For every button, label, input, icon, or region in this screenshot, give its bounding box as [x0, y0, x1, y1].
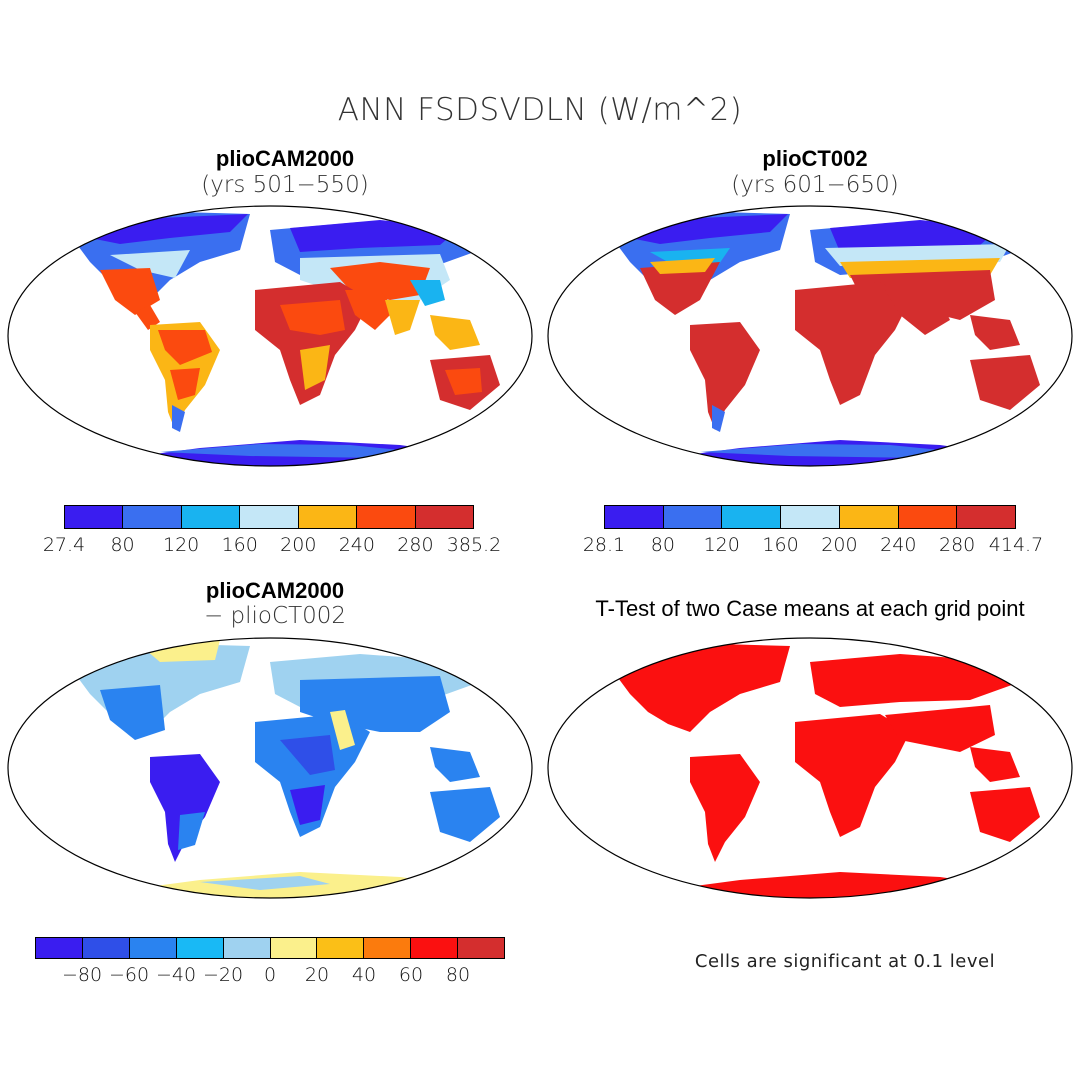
- colorbar-tick-label: 200: [821, 534, 858, 556]
- colorbar-tick-label: 80: [650, 534, 675, 556]
- colorbar-swatch: [298, 506, 358, 528]
- colorbar-swatch: [781, 506, 840, 528]
- colorbar-swatch: [65, 506, 124, 528]
- colorbar-tick-label: 80: [110, 534, 135, 556]
- colorbar-swatch: [415, 506, 473, 528]
- colorbar-tick-label: 240: [338, 534, 375, 556]
- colorbar-bottom-left: [35, 937, 505, 959]
- colorbar-tick-label: 160: [221, 534, 258, 556]
- panel-title-bottom-left: plioCAM2000: [205, 578, 345, 603]
- colorbar-tick-label: 280: [939, 534, 976, 556]
- panel-title-bottom-right: T-Test of two Case means at each grid po…: [595, 596, 1025, 621]
- colorbar-tick-label: 0: [263, 964, 277, 986]
- colorbar-tick-label: 120: [163, 534, 200, 556]
- colorbar-tick-label: 60: [398, 964, 424, 986]
- colorbar-tick-label: −80: [61, 964, 103, 986]
- colorbar-tick-label: 240: [880, 534, 917, 556]
- colorbar-swatch: [123, 506, 182, 528]
- colorbar-swatch: [270, 938, 318, 958]
- colorbar-tick-label: −20: [202, 964, 244, 986]
- colorbar-tick-label: 414.7: [988, 534, 1044, 556]
- map-bottom-left-land: [70, 640, 500, 898]
- panel-title-top-right: plioCT002: [762, 146, 868, 171]
- colorbar-top-right-labels: 28.1 80 120 160 200 240 280 414.7: [583, 534, 1043, 558]
- colorbar-tick-label: 80: [445, 964, 471, 986]
- colorbar-swatch: [181, 506, 241, 528]
- colorbar-swatch: [411, 938, 459, 958]
- colorbar-swatch: [36, 938, 83, 958]
- colorbar-swatch: [663, 506, 723, 528]
- colorbar-swatch: [364, 938, 412, 958]
- colorbar-tick-label: −40: [155, 964, 197, 986]
- colorbar-swatch: [317, 938, 365, 958]
- colorbar-swatch: [957, 506, 1016, 528]
- colorbar-swatch: [605, 506, 664, 528]
- colorbar-tick-label: 28.1: [582, 534, 626, 556]
- colorbar-swatch: [898, 506, 958, 528]
- colorbar-swatch: [240, 506, 299, 528]
- colorbar-top-left: [64, 505, 474, 529]
- colorbar-swatch: [129, 938, 177, 958]
- colorbar-bottom-left-labels: −80 −60 −40 −20 0 20 40 60 80: [35, 964, 505, 988]
- colorbar-tick-label: 280: [397, 534, 434, 556]
- colorbar-tick-label: 385.2: [446, 534, 502, 556]
- panel-subtitle-top-right: (yrs 601−650): [731, 172, 899, 198]
- panel-title-top-left: plioCAM2000: [215, 146, 355, 171]
- colorbar-swatch: [458, 938, 505, 958]
- map-top-left-land: [70, 212, 500, 466]
- colorbar-swatch: [223, 938, 271, 958]
- panel-subtitle-top-left: (yrs 501−550): [201, 172, 369, 198]
- map-bottom-right-land: [610, 644, 1040, 898]
- colorbar-swatch: [82, 938, 130, 958]
- figure-title: ANN FSDSVDLN (W/m^2): [337, 92, 743, 128]
- colorbar-swatch: [722, 506, 782, 528]
- colorbar-swatch: [176, 938, 224, 958]
- colorbar-swatch: [357, 506, 416, 528]
- colorbar-tick-label: 27.4: [42, 534, 86, 556]
- colorbar-tick-label: 160: [762, 534, 799, 556]
- panel-subtitle-bottom-left: − plioCT002: [203, 603, 347, 629]
- colorbar-tick-label: 120: [703, 534, 740, 556]
- map-top-right-land: [610, 212, 1040, 466]
- colorbar-tick-label: 20: [304, 964, 330, 986]
- significance-note: Cells are significant at 0.1 level: [694, 951, 996, 972]
- colorbar-top-right: [604, 505, 1016, 529]
- colorbar-tick-label: −60: [108, 964, 150, 986]
- colorbar-swatch: [839, 506, 899, 528]
- colorbar-tick-label: 40: [351, 964, 377, 986]
- colorbar-top-left-labels: 27.4 80 120 160 200 240 280 385.2: [43, 534, 501, 558]
- colorbar-tick-label: 200: [280, 534, 317, 556]
